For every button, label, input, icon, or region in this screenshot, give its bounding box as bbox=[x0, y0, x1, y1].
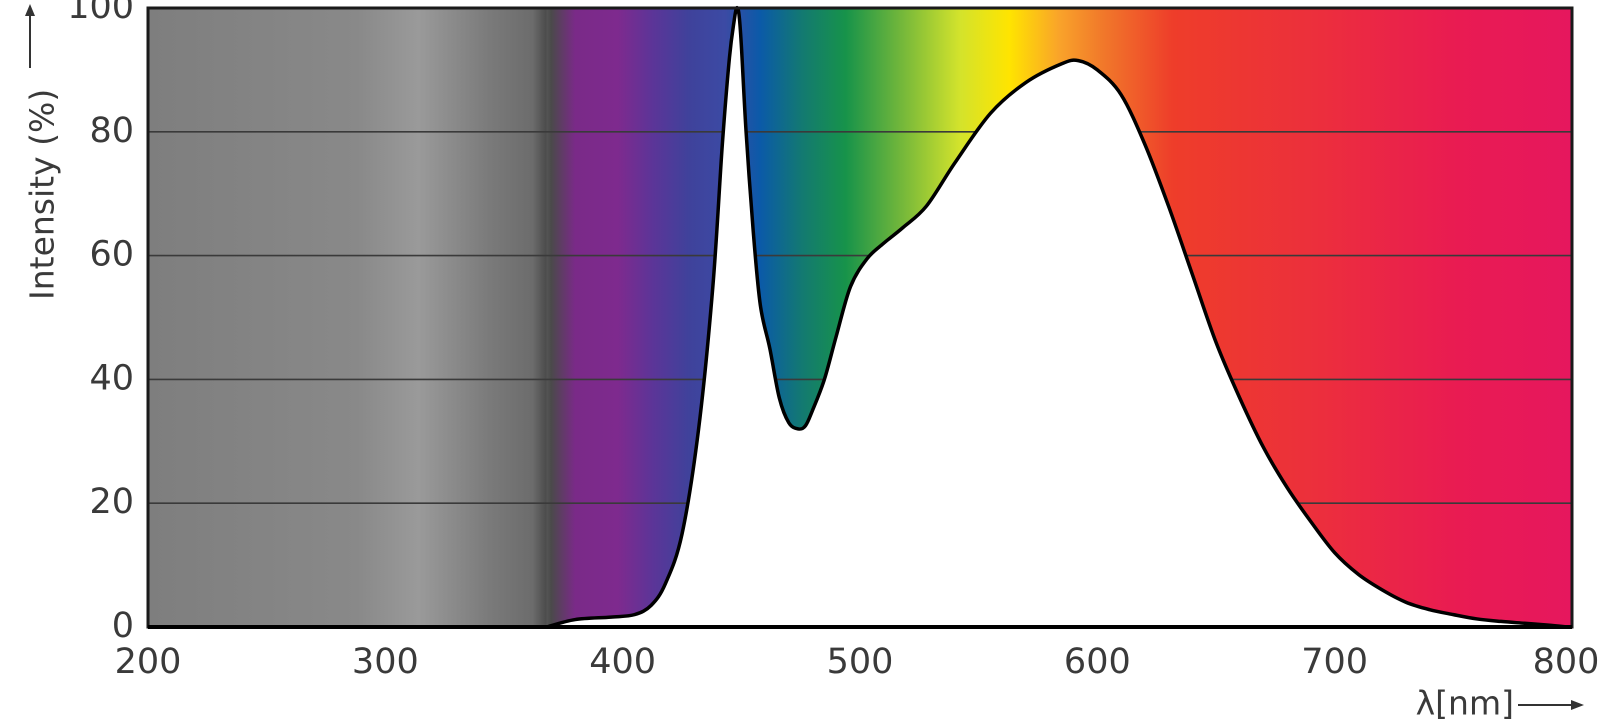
y-tick-label-20: 20 bbox=[89, 482, 134, 522]
x-axis-arrowhead bbox=[1571, 700, 1584, 710]
y-tick-label-40: 40 bbox=[89, 358, 134, 398]
x-tick-label-500: 500 bbox=[827, 642, 894, 682]
x-tick-label-300: 300 bbox=[352, 642, 419, 682]
x-tick-label-600: 600 bbox=[1064, 642, 1131, 682]
x-tick-label-800: 800 bbox=[1533, 642, 1600, 682]
x-axis-title: λ[nm] bbox=[1416, 684, 1514, 723]
y-tick-label-0: 0 bbox=[112, 606, 134, 646]
y-tick-label-80: 80 bbox=[89, 111, 134, 151]
x-tick-label-700: 700 bbox=[1301, 642, 1368, 682]
x-tick-labels: 200 300 400 500 600 700 800 bbox=[115, 642, 1600, 682]
y-tick-label-100: 100 bbox=[67, 0, 134, 27]
y-axis-arrowhead bbox=[25, 4, 35, 16]
y-axis-title-group: Intensity (%) bbox=[23, 89, 62, 300]
y-tick-label-60: 60 bbox=[89, 235, 134, 275]
spectrum-area-fill bbox=[546, 7, 1568, 628]
spectrum-curve-line bbox=[546, 5, 1568, 629]
y-tick-labels: 0 20 40 60 80 100 bbox=[67, 0, 134, 646]
x-tick-label-400: 400 bbox=[589, 642, 656, 682]
y-axis-title: Intensity (%) bbox=[23, 89, 62, 300]
x-tick-label-200: 200 bbox=[115, 642, 182, 682]
